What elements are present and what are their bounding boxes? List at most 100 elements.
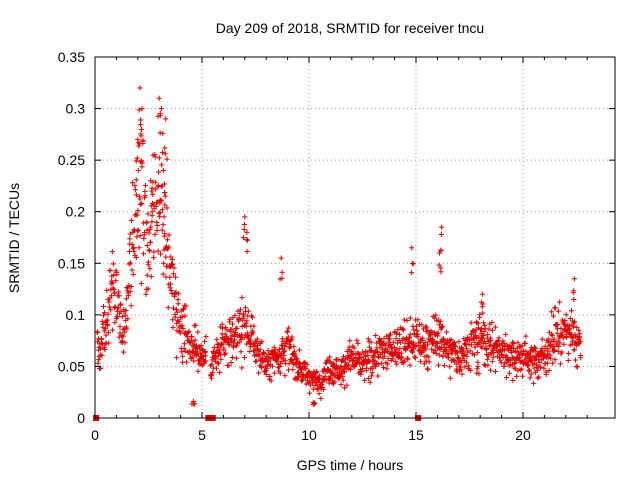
data-point <box>142 182 149 189</box>
data-point <box>489 358 495 365</box>
data-point <box>135 208 141 214</box>
data-point <box>488 337 494 343</box>
data-point <box>479 304 485 310</box>
data-point <box>456 339 462 345</box>
data-point <box>346 344 352 350</box>
data-point <box>432 315 438 321</box>
data-point <box>473 335 480 341</box>
data-point <box>157 210 163 216</box>
data-point <box>146 230 152 236</box>
data-point <box>550 360 556 366</box>
data-point <box>362 377 368 383</box>
plot-frame <box>94 56 616 419</box>
data-point <box>380 364 387 371</box>
data-point <box>140 137 146 143</box>
data-point <box>534 367 540 374</box>
data-point <box>160 222 166 228</box>
data-point <box>131 248 137 254</box>
data-point <box>144 242 150 249</box>
data-point <box>575 341 581 347</box>
data-point <box>217 369 223 375</box>
data-point <box>162 193 168 199</box>
data-point <box>535 375 541 381</box>
y-tick-label: 0.15 <box>58 255 85 271</box>
data-point <box>135 136 141 143</box>
data-point <box>152 154 158 160</box>
data-point <box>182 313 188 319</box>
data-point <box>164 237 170 243</box>
data-point <box>170 324 176 331</box>
data-point <box>105 330 112 336</box>
data-point <box>194 349 201 355</box>
data-point <box>373 332 379 339</box>
data-point <box>139 200 145 206</box>
data-point <box>363 365 370 371</box>
data-point <box>294 356 300 362</box>
data-point <box>523 333 529 339</box>
data-point <box>495 337 501 344</box>
data-point <box>490 354 496 360</box>
data-point <box>107 267 113 273</box>
data-point <box>133 192 139 198</box>
data-point <box>299 377 306 383</box>
data-point <box>475 320 481 326</box>
data-point <box>341 369 347 375</box>
data-point <box>571 347 577 353</box>
data-point <box>539 336 545 342</box>
data-point <box>277 370 283 376</box>
data-point <box>489 319 495 326</box>
data-point <box>240 235 247 241</box>
data-point <box>111 272 117 278</box>
data-point <box>244 229 250 235</box>
data-point <box>136 107 142 113</box>
data-point <box>234 343 240 349</box>
data-point <box>140 251 147 257</box>
data-point <box>260 349 267 355</box>
data-point <box>327 354 333 360</box>
data-point <box>362 353 368 359</box>
data-point <box>368 366 374 372</box>
data-point <box>154 222 160 229</box>
data-point <box>347 366 354 373</box>
data-point <box>467 348 473 354</box>
chart-title: Day 209 of 2018, SRMTID for receiver tnc… <box>216 20 484 36</box>
data-point <box>241 221 248 228</box>
data-point <box>332 379 338 385</box>
data-point <box>170 271 177 277</box>
data-point <box>387 336 393 342</box>
data-point <box>292 376 298 382</box>
x-tick-label: 0 <box>91 427 99 443</box>
data-point <box>141 235 147 242</box>
data-points <box>93 85 584 421</box>
data-point <box>241 354 248 361</box>
tick-labels: 0 0.05 0.1 0.15 0.2 0.25 0.3 0.35 0 5 10 15 20 <box>58 49 531 443</box>
data-point <box>138 117 144 123</box>
data-point <box>292 352 298 358</box>
data-point <box>437 319 444 325</box>
data-point <box>572 357 579 363</box>
data-point <box>99 352 105 358</box>
y-tick-label: 0.1 <box>66 307 86 323</box>
x-tick-label: 5 <box>198 427 206 443</box>
data-point <box>104 317 110 323</box>
data-point <box>215 360 221 366</box>
data-point <box>155 248 161 254</box>
data-point <box>127 260 134 266</box>
data-point <box>125 285 131 291</box>
data-point <box>480 301 486 307</box>
data-point <box>347 338 353 344</box>
data-point <box>181 341 187 347</box>
data-point <box>271 344 277 350</box>
data-point <box>169 257 175 263</box>
data-point <box>463 341 469 347</box>
data-point <box>186 328 192 334</box>
data-point <box>218 356 224 362</box>
data-point <box>167 274 173 280</box>
data-point <box>234 325 240 331</box>
data-point <box>426 359 432 365</box>
data-point <box>568 308 575 314</box>
data-point <box>253 338 259 345</box>
data-point <box>543 371 549 378</box>
data-point <box>448 336 454 343</box>
data-point <box>489 327 496 333</box>
